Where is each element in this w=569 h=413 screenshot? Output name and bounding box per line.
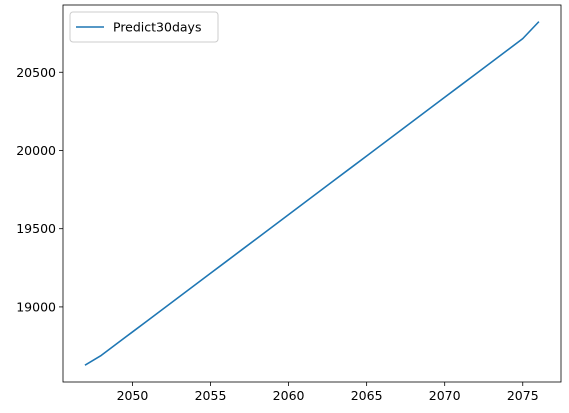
axes-frame <box>62 4 562 383</box>
x-tick-label: 2050 <box>117 388 149 403</box>
x-tick-label: 2075 <box>507 388 539 403</box>
x-tick-label: 2060 <box>273 388 305 403</box>
legend-box <box>69 11 219 43</box>
legend-label-predict30days: Predict30days <box>113 20 201 35</box>
plot-area <box>84 21 540 366</box>
x-tick-label: 2070 <box>429 388 461 403</box>
y-tick-label: 19000 <box>16 299 56 314</box>
legend: Predict30days <box>69 11 219 43</box>
x-axis: 2050 2055 2060 2065 2070 2075 <box>117 382 539 403</box>
y-tick-label: 20000 <box>16 143 56 158</box>
y-tick-label: 20500 <box>16 65 56 80</box>
y-axis: 19000 19500 20000 20500 <box>16 65 63 314</box>
x-tick-label: 2065 <box>351 388 383 403</box>
x-tick-label: 2055 <box>195 388 227 403</box>
y-tick-label: 19500 <box>16 221 56 236</box>
series-line-predict30days <box>84 21 540 366</box>
